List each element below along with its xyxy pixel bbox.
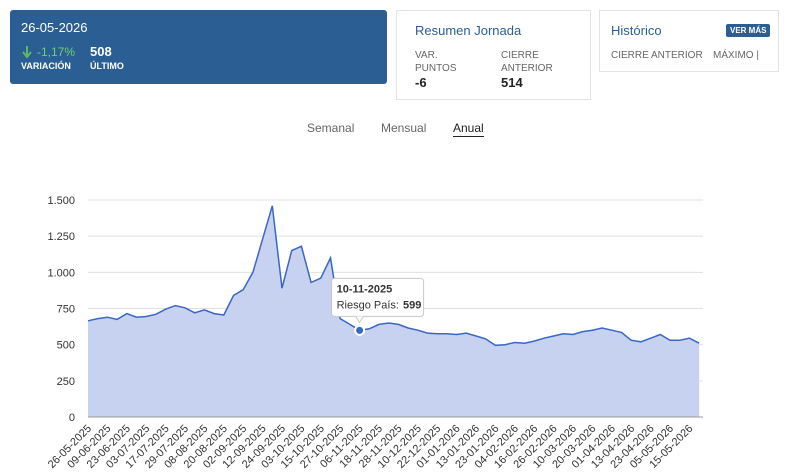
session-panel: Resumen Jornada VAR. PUNTOS -6 CIERRE AN… — [396, 10, 591, 100]
history-panel: Histórico VER MÁS CIERRE ANTERIOR MÁXIMO… — [599, 10, 779, 72]
tab[interactable]: Mensual — [381, 121, 427, 135]
last-label: ÚLTIMO — [90, 61, 124, 71]
y-tick-label: 0 — [69, 412, 75, 424]
stat-value: -6 — [415, 75, 427, 90]
down-arrow-icon — [22, 46, 32, 58]
tooltip-label: Riesgo País: — [337, 299, 399, 311]
date: 26-05-2026 — [21, 20, 88, 35]
stat-label: VAR. PUNTOS — [415, 50, 457, 74]
panel-title: Histórico — [611, 23, 662, 38]
y-tick-label: 500 — [57, 340, 75, 352]
tab[interactable]: Anual — [453, 121, 484, 137]
stat-label: CIERRE ANTERIOR — [611, 50, 703, 61]
panel-title: Resumen Jornada — [415, 23, 522, 38]
stat-value: 514 — [501, 75, 523, 90]
area-fill — [88, 205, 700, 417]
stat-label: MÁXIMO | — [713, 50, 759, 61]
summary-panel: 26-05-2026 -1,17% VARIACIÓN 508 ÚLTIMO — [10, 10, 387, 84]
y-tick-label: 1.500 — [47, 195, 75, 207]
tooltip-box — [331, 277, 425, 317]
y-tick-label: 1.250 — [47, 231, 75, 243]
tooltip-value: 599 — [403, 299, 421, 311]
y-tick-label: 750 — [57, 304, 75, 316]
more-button[interactable]: VER MÁS — [726, 24, 771, 37]
change: -1,17% — [37, 45, 76, 59]
change-label: VARIACIÓN — [21, 61, 71, 71]
last-value: 508 — [90, 44, 112, 59]
tooltip-text: Riesgo País: 599 — [337, 299, 422, 311]
y-tick-label: 250 — [57, 376, 75, 388]
tooltip-pointer — [355, 316, 365, 324]
tab[interactable]: Semanal — [307, 121, 355, 135]
y-tick-label: 1.000 — [47, 267, 75, 279]
hover-marker — [354, 324, 366, 336]
area-line — [87, 205, 700, 347]
stat-label: CIERRE ANTERIOR — [501, 50, 553, 74]
tooltip-title: 10-11-2025 — [337, 283, 393, 295]
